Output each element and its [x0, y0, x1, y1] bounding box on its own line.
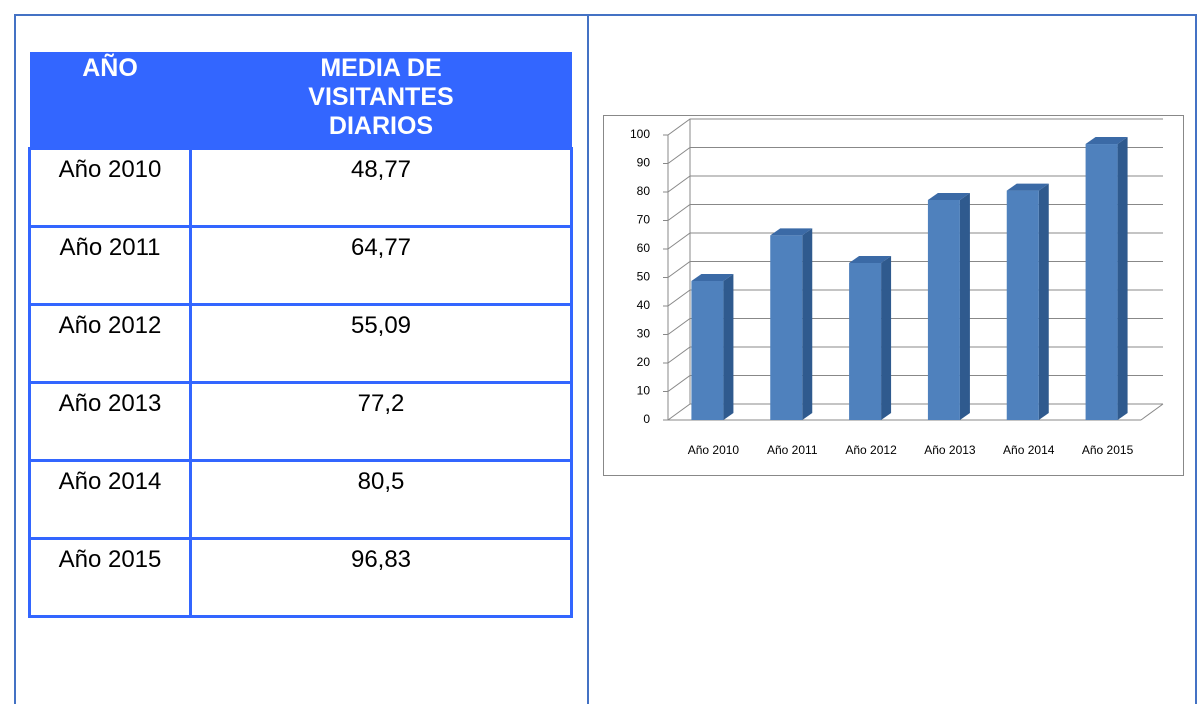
bar-top [927, 192, 970, 200]
grid-line [667, 147, 1163, 164]
header-cell: MEDIA DE VISITANTES DIARIOS [190, 52, 572, 149]
x-tick-label: Año 2010 [688, 443, 740, 457]
bar-top [1085, 137, 1128, 145]
floor [1140, 403, 1164, 421]
table-cell: Año 2011 [28, 225, 192, 306]
bar [927, 199, 960, 420]
bar-top [849, 255, 892, 263]
table-cell: 80,5 [189, 459, 573, 540]
x-tick-label: Año 2012 [845, 443, 897, 457]
table-cell: 55,09 [189, 303, 573, 384]
table-row: Año 2014 80,5 [28, 459, 573, 540]
table-cell: 64,77 [189, 225, 573, 306]
table-row: Año 2011 64,77 [28, 225, 573, 306]
y-tick-label: 10 [637, 384, 651, 398]
bar-side [723, 274, 734, 420]
grid-line [667, 289, 1163, 307]
bar [1006, 190, 1039, 420]
bar-side [802, 228, 813, 420]
header-cell: AÑO [29, 52, 191, 149]
frame [14, 14, 1197, 16]
bar-side [881, 255, 892, 420]
table-cell: Año 2014 [28, 459, 192, 540]
grid-line [667, 346, 1163, 364]
bar-side [959, 192, 970, 420]
y-tick-label: 60 [637, 241, 651, 255]
table-cell: Año 2010 [28, 147, 192, 228]
chart: 0 10 20 30 40 50 60 70 80 90 100 Año 2010 Año 2011 Añ… [603, 115, 1184, 476]
bar [691, 281, 724, 420]
frame [1195, 14, 1197, 704]
table-cell: 48,77 [189, 147, 573, 228]
table-cell: 77,2 [189, 381, 573, 462]
x-tick-label: Año 2013 [924, 443, 976, 457]
grid-line [667, 318, 1163, 335]
grid-line [667, 204, 1163, 221]
bar [849, 262, 882, 420]
y-tick-label: 70 [637, 213, 651, 227]
table-cell: Año 2013 [28, 381, 192, 462]
y-tick-label: 100 [630, 127, 650, 141]
grid-line [667, 118, 1163, 136]
table-cell: Año 2015 [28, 537, 192, 618]
table-row: Año 2012 55,09 [28, 303, 573, 384]
data-table: AÑO MEDIA DE VISITANTES DIARIOS Año 2010… [28, 52, 573, 618]
bar-side [1038, 183, 1049, 420]
grid-line [667, 403, 1163, 421]
table-row: Año 2015 96,83 [28, 537, 573, 618]
bar-top [691, 274, 734, 282]
header-text: MEDIA DE VISITANTES DIARIOS [308, 54, 454, 140]
grid-line [667, 175, 1163, 193]
y-tick-label: 30 [637, 327, 651, 341]
grid-line [667, 375, 1163, 392]
y-tick-label: 20 [637, 355, 651, 369]
y-tick-label: 90 [637, 156, 651, 170]
table-cell: Año 2012 [28, 303, 192, 384]
bar [770, 235, 803, 420]
y-tick-label: 80 [637, 184, 651, 198]
bar-top [1006, 183, 1049, 191]
grid-line [667, 232, 1163, 250]
bar-side [1117, 137, 1128, 421]
x-tick-label: Año 2011 [767, 443, 818, 457]
bar-top [770, 228, 813, 236]
table-row: Año 2013 77,2 [28, 381, 573, 462]
grid-line [667, 261, 1163, 278]
frame [587, 14, 589, 704]
y-tick-label: 40 [637, 298, 651, 312]
x-tick-label: Año 2014 [1003, 443, 1055, 457]
table-cell: 96,83 [189, 537, 573, 618]
y-tick-label: 0 [643, 412, 650, 426]
y-tick-label: 50 [637, 270, 651, 284]
bar [1085, 144, 1118, 421]
x-tick-label: Año 2015 [1082, 443, 1134, 457]
table-row: Año 2010 48,77 [28, 147, 573, 228]
frame [14, 14, 16, 704]
